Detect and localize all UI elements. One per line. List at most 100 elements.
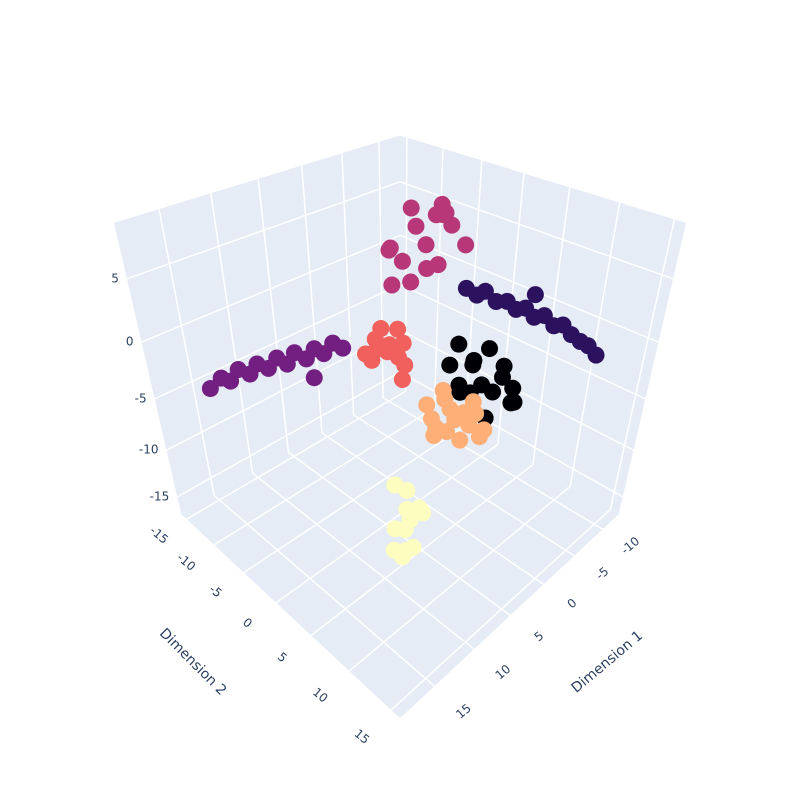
point xyxy=(268,349,286,367)
point xyxy=(535,307,553,325)
point xyxy=(434,381,452,399)
point xyxy=(396,521,414,539)
point xyxy=(389,348,407,366)
point xyxy=(324,334,342,352)
x-tick-label: 0 xyxy=(565,596,580,612)
grid-line xyxy=(353,414,575,557)
grid-line xyxy=(213,494,435,687)
grid-line xyxy=(154,283,401,400)
point xyxy=(429,256,447,274)
point xyxy=(451,431,469,449)
grid-line xyxy=(252,472,475,650)
grid-line xyxy=(176,371,401,498)
grid-line xyxy=(141,234,401,343)
point xyxy=(464,356,482,374)
point xyxy=(450,335,468,353)
point xyxy=(504,379,522,397)
grid-line xyxy=(243,424,466,574)
point xyxy=(438,423,456,441)
point xyxy=(393,370,411,388)
grid-line xyxy=(257,178,290,453)
y-tick-label: -10 xyxy=(174,550,198,573)
z-tick-label: -15 xyxy=(150,489,170,503)
x-tick-label: 15 xyxy=(453,701,474,722)
point xyxy=(389,320,407,338)
point xyxy=(248,355,266,373)
point xyxy=(457,236,475,254)
point xyxy=(402,199,420,217)
grid-line xyxy=(609,219,676,510)
point xyxy=(517,299,535,317)
point xyxy=(417,236,435,254)
point xyxy=(383,276,401,294)
point xyxy=(505,393,523,411)
z-tick-label: 0 xyxy=(126,335,134,349)
grid-line xyxy=(158,208,215,496)
point xyxy=(437,204,455,222)
point xyxy=(457,279,475,297)
grid-line xyxy=(321,432,545,585)
grid-line xyxy=(399,234,659,343)
point xyxy=(381,239,399,257)
point xyxy=(397,541,415,559)
point xyxy=(460,416,478,434)
point xyxy=(394,334,412,352)
point xyxy=(402,273,420,291)
grid-line xyxy=(382,397,604,530)
point xyxy=(418,396,436,414)
y-tick-label: -15 xyxy=(147,523,171,546)
scene-walls xyxy=(113,135,687,719)
x-tick-label: -5 xyxy=(593,564,611,582)
grid-line xyxy=(210,193,254,474)
point xyxy=(393,252,411,270)
z-tick-label: 5 xyxy=(111,271,119,285)
point xyxy=(493,368,511,386)
point xyxy=(441,356,459,374)
y-tick-label: 15 xyxy=(352,726,373,747)
point xyxy=(212,369,230,387)
grid-line xyxy=(213,407,435,546)
grid-line xyxy=(341,153,355,415)
y-tick-label: 5 xyxy=(275,650,290,666)
grid-line xyxy=(126,181,401,280)
x-axis-title: Dimension 1 xyxy=(569,628,647,697)
scene-points xyxy=(201,195,605,566)
x-tick-label: 10 xyxy=(493,662,514,683)
x-tick-label: 5 xyxy=(532,629,547,645)
grid-line xyxy=(399,283,646,400)
grid-line xyxy=(275,443,499,604)
point xyxy=(481,340,499,358)
point xyxy=(498,292,516,310)
grid-line xyxy=(310,464,534,636)
point xyxy=(285,344,303,362)
grid-line xyxy=(301,165,323,434)
z-tick-label: -10 xyxy=(139,443,159,457)
point xyxy=(372,320,390,338)
point xyxy=(367,341,385,359)
y-tick-label: -5 xyxy=(207,582,225,600)
y-tick-label: 0 xyxy=(240,615,255,631)
point xyxy=(201,380,219,398)
point xyxy=(526,286,544,304)
point xyxy=(470,428,488,446)
x-tick-label: -10 xyxy=(618,534,642,557)
point xyxy=(229,360,247,378)
point xyxy=(446,411,464,429)
point xyxy=(450,376,468,394)
point xyxy=(305,340,323,358)
grid-line xyxy=(390,508,611,711)
grid-line xyxy=(186,390,406,520)
grid-line xyxy=(348,485,571,672)
point xyxy=(476,282,494,300)
point xyxy=(554,316,572,334)
y-axis-title: Dimension 2 xyxy=(156,625,229,698)
point xyxy=(484,383,502,401)
point xyxy=(407,217,425,235)
point xyxy=(305,369,323,387)
y-tick-label: 10 xyxy=(310,685,331,706)
wall-y xyxy=(113,135,400,515)
z-tick-label: -5 xyxy=(135,391,147,405)
point xyxy=(386,476,404,494)
grid-line xyxy=(433,148,444,408)
